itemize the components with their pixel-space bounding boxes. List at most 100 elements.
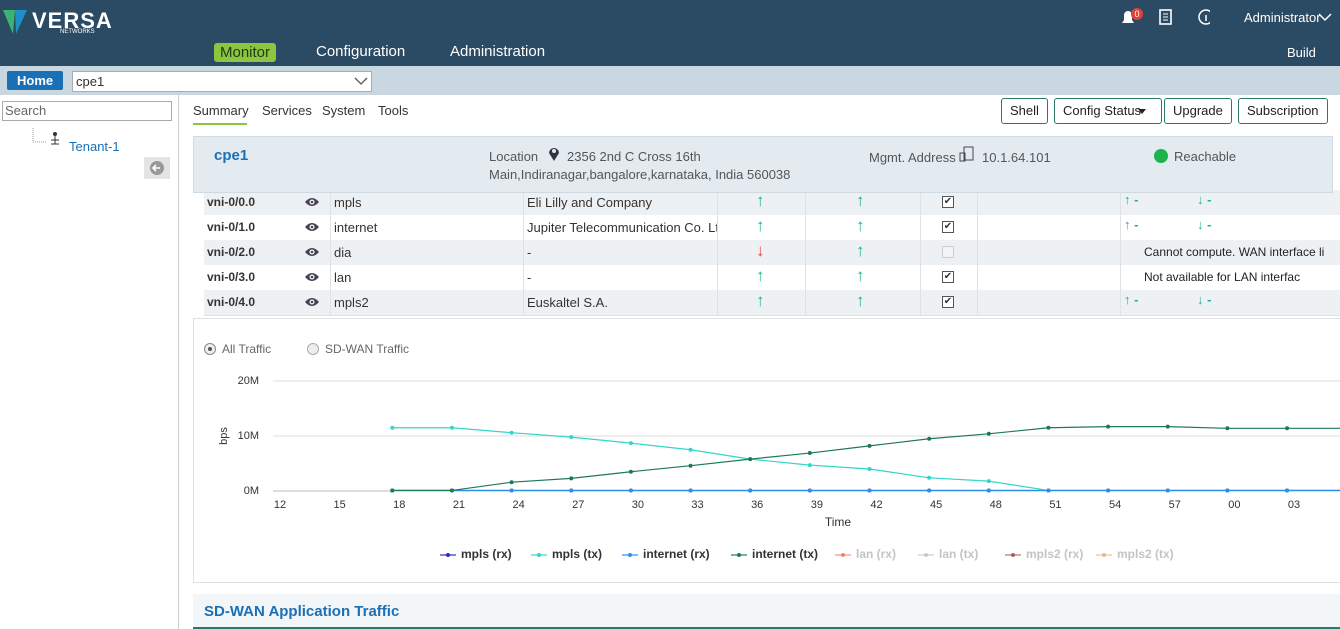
appliance-select[interactable]: cpe1: [72, 71, 372, 92]
data-point: [1165, 424, 1170, 429]
collapse-button[interactable]: [144, 157, 170, 179]
header-icons[interactable]: [1120, 8, 1210, 28]
interface: vni-0/0.0: [207, 195, 256, 209]
cell-border: [330, 240, 331, 265]
data-point: [628, 441, 633, 446]
data-point: [449, 488, 454, 493]
oper-status: ↑: [756, 216, 765, 235]
cell-border: [1120, 290, 1121, 315]
sla-down: ↓ -: [1197, 292, 1212, 307]
cell-border: [977, 240, 978, 265]
admin-status: ↑: [856, 241, 865, 260]
table-row: vni-0/4.0 mpls2 Euskaltel S.A. ↑ ↑ ✔ ↑ - ↓ -: [204, 290, 1340, 316]
status-dot: [1154, 149, 1168, 163]
location: Main,Indiranagar,bangalore,karnataka, In…: [489, 167, 791, 182]
radio-checked[interactable]: [204, 343, 216, 355]
enabled-checkbox[interactable]: ✔: [942, 221, 954, 233]
location: 2356 2nd C Cross 16th: [567, 149, 701, 164]
view-icon[interactable]: [304, 296, 320, 308]
table-row: vni-0/2.0 dia - ↓ ↑ Cannot compute. WAN inter…: [204, 240, 1340, 266]
legend-dot: [1011, 553, 1015, 557]
x-tick-label: 33: [691, 499, 703, 511]
cell-border: [805, 240, 806, 265]
view-icon[interactable]: [304, 246, 320, 258]
cell-border: [920, 215, 921, 240]
x-tick-label: 03: [1288, 499, 1300, 511]
data-point: [1285, 488, 1290, 493]
y-tick-label: 20M: [238, 375, 259, 387]
cell-border: [523, 290, 524, 315]
enabled-checkbox[interactable]: ✔: [942, 296, 954, 308]
interface: vni-0/3.0: [207, 270, 256, 284]
interface: vni-0/1.0: [207, 220, 256, 234]
provider: -: [527, 270, 532, 285]
action-button[interactable]: Subscription: [1238, 98, 1328, 124]
tab[interactable]: System: [322, 103, 366, 118]
data-point: [927, 436, 932, 441]
tree-item[interactable]: Tenant-1: [69, 139, 120, 154]
x-tick-label: 30: [632, 499, 644, 511]
tab[interactable]: Tools: [378, 103, 409, 118]
cell-border: [717, 190, 718, 215]
action-button[interactable]: Upgrade: [1164, 98, 1232, 124]
table-row: vni-0/1.0 internet Jupiter Telecommunicati…: [204, 215, 1340, 241]
cell-border: [977, 215, 978, 240]
data-point: [569, 435, 574, 440]
user-menu[interactable]: Administrator: [1244, 10, 1321, 25]
data-point: [628, 469, 633, 474]
logo-sub: NETWORKS: [60, 29, 95, 35]
data-point: [927, 488, 932, 493]
sidebar-divider: [178, 95, 179, 629]
enabled-checkbox[interactable]: ✔: [942, 271, 954, 283]
home-button[interactable]: Home: [7, 71, 64, 90]
cell-border: [977, 265, 978, 290]
data-point: [509, 430, 514, 435]
data-point: [1225, 488, 1230, 493]
legend-label: internet (rx): [643, 547, 710, 561]
enabled-checkbox[interactable]: [942, 246, 954, 258]
sla-down: ↓ -: [1197, 192, 1212, 207]
data-point: [509, 480, 514, 485]
radio-label[interactable]: SD-WAN Traffic: [325, 342, 410, 356]
search-input[interactable]: Search: [2, 101, 172, 121]
build[interactable]: Build: [1287, 45, 1316, 60]
cell-border: [1120, 265, 1121, 290]
tab[interactable]: Summary: [193, 103, 249, 118]
data-point: [748, 488, 753, 493]
provider: Euskaltel S.A.: [527, 295, 608, 310]
enabled-checkbox[interactable]: ✔: [942, 196, 954, 208]
data-point: [927, 475, 932, 480]
data-point: [1106, 488, 1111, 493]
table-row: vni-0/3.0 lan - ↑ ↑ ✔ Not available for LAN in…: [204, 265, 1340, 291]
name: mpls: [334, 195, 362, 210]
note: Not available for LAN interfac: [1144, 270, 1301, 284]
x-tick-label: 21: [453, 499, 465, 511]
action-button[interactable]: Shell: [1001, 98, 1048, 124]
x-tick-label: 39: [811, 499, 823, 511]
view-icon[interactable]: [304, 196, 320, 208]
y-tick-label: 0M: [244, 485, 259, 497]
data-point: [1285, 426, 1290, 431]
radio[interactable]: [307, 343, 319, 355]
cell-border: [523, 240, 524, 265]
nav-item[interactable]: Administration: [450, 43, 546, 60]
nav-item[interactable]: Configuration: [316, 43, 406, 60]
tree-icon: [32, 128, 59, 145]
table-row: vni-0/0.0 mpls Eli Lilly and Company ↑ ↑ ✔ ↑ -…: [204, 190, 1340, 216]
data-point: [688, 447, 693, 452]
name: dia: [334, 245, 352, 260]
nav-item[interactable]: Monitor: [214, 43, 277, 62]
view-icon[interactable]: [304, 271, 320, 283]
view-icon[interactable]: [304, 221, 320, 233]
x-tick-label: 51: [1049, 499, 1061, 511]
cell-border: [1120, 190, 1121, 215]
cell-border: [1120, 240, 1121, 265]
x-tick-label: 24: [512, 499, 524, 511]
device-info: [193, 136, 1333, 193]
data-point: [1165, 488, 1170, 493]
data-point: [986, 479, 991, 484]
tab[interactable]: Services: [262, 103, 312, 118]
data-point: [1046, 425, 1051, 430]
radio-label[interactable]: All Traffic: [222, 342, 272, 356]
cell-border: [523, 190, 524, 215]
